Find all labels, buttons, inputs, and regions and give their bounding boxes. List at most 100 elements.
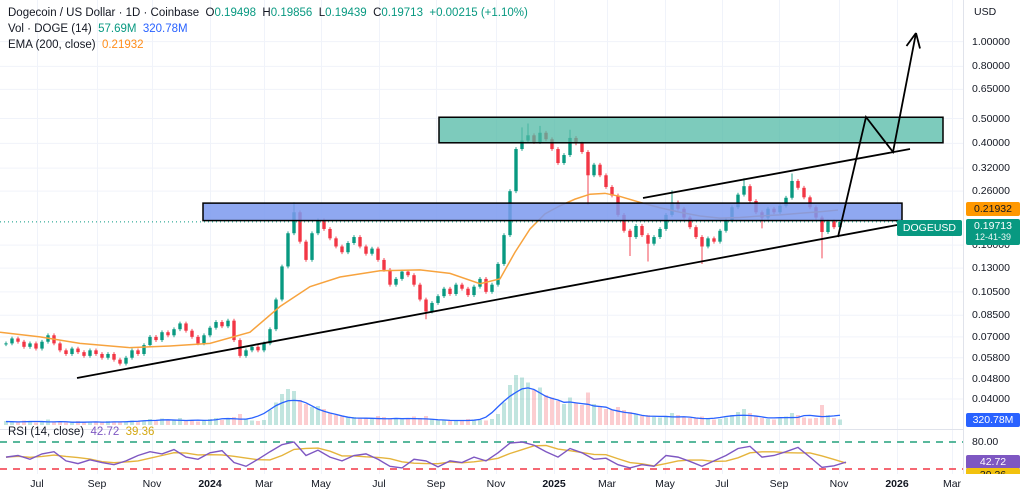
volume-bar [466,419,470,425]
candle-body [724,220,728,231]
volume-bar [22,420,26,425]
volume-bar [790,413,794,425]
candle-body [556,149,560,164]
price-tick-label: 0.08500 [972,309,1010,322]
volume-bar [298,400,302,425]
candle-body [124,357,128,364]
candle-body [106,353,110,358]
candle-body [832,221,836,228]
candle-body [214,322,218,328]
candle-body [436,296,440,303]
time-tick-label: Mar [942,478,962,490]
volume-bar [226,419,230,425]
symbol-legend-row[interactable]: Dogecoin / US Dollar · 1D · Coinbase O0.… [8,5,528,21]
candle-body [472,286,476,296]
candle-body [76,348,80,353]
support-zone[interactable] [202,202,903,222]
candle-body [430,302,434,312]
price-tick-label: 0.32000 [972,162,1010,175]
volume-bar [838,419,842,425]
candle-body [688,217,692,228]
volume-bar [808,418,812,425]
candle-body [82,352,86,356]
candle-body [70,348,74,354]
volume-bar [472,419,476,425]
projection-arrow-path[interactable] [837,32,917,238]
time-tick-label: Nov [829,478,849,490]
time-tick-label: 2026 [885,478,909,490]
volume-bar [418,418,422,425]
volume-bar [724,417,728,425]
volume-bar [592,404,596,425]
candle-body [796,180,800,188]
volume-bar [562,404,566,425]
candle-body [550,139,554,150]
candle-body [484,278,488,292]
volume-bar [172,419,176,425]
candle-body [178,323,182,330]
volume-bar [760,418,764,425]
volume-legend-row[interactable]: Vol · DOGE (14) 57.69M 320.78M [8,21,528,37]
candle-body [334,238,338,247]
time-tick-label: May [311,478,331,490]
candle-body [658,228,662,238]
high-label: H [262,7,271,19]
volume-bar [358,418,362,425]
candle-body [634,225,638,238]
upper-trendline[interactable] [642,148,911,199]
candle-body [142,345,146,354]
volume-bar [772,419,776,425]
price-tick-label: 0.65000 [972,83,1010,96]
volume-bar [484,420,488,425]
candle-body [448,288,452,294]
candle-body [172,329,176,336]
bar-countdown: 12-41-39 [974,231,1012,242]
candle-body [184,323,188,331]
volume-bar [34,422,38,425]
candle-body [586,151,590,176]
ema-value: 0.21932 [101,39,144,51]
ema-legend-row[interactable]: EMA (200, close) 0.21932 [8,37,528,53]
lower-trendline[interactable] [76,221,914,379]
candle-body [292,212,296,234]
resistance-zone[interactable] [438,116,944,144]
candle-body [748,186,752,201]
candle-body [310,233,314,260]
symbol-title: Dogecoin / US Dollar · 1D · Coinbase [8,7,200,19]
rsi-legend-row[interactable]: RSI (14, close) 42.72 39.36 [8,426,154,438]
candle-body [58,343,62,351]
volume-bar [388,418,392,425]
rsi-line[interactable] [5,441,847,469]
time-tick-label: Nov [486,478,506,490]
volume-bar [292,391,296,425]
candle-body [370,248,374,254]
time-axis[interactable]: Jul Sep Nov 2024 Mar May Jul Sep Nov 2025 Mar May Ju… [0,474,1024,495]
volume-bar [310,407,314,425]
arrow-head [915,32,921,49]
volume-bar [280,394,284,425]
volume-bar [196,421,200,425]
volume-bar [220,420,224,425]
candle-body [166,332,170,336]
candle-body [160,332,164,341]
candle-body [742,186,746,195]
volume-bar [610,410,614,425]
candle-body [520,140,524,150]
volume-bar [616,407,620,425]
candle-body [706,238,710,247]
price-axis[interactable]: USD 0.21932 0.19713 12-41-39 320.78M 80.… [964,0,1024,483]
candle-body [496,263,500,285]
volume-bar [100,422,104,425]
volume-bar [448,421,452,425]
volume-bar [718,419,722,425]
candle-body [226,320,230,327]
volume-bar [400,419,404,425]
volume-bar [382,417,386,425]
volume-bar [82,422,86,425]
volume-bar [304,404,308,425]
volume-bar [568,397,572,425]
volume-bar [88,422,92,425]
time-tick-label: 2025 [542,478,566,490]
volume-bar [160,418,164,425]
